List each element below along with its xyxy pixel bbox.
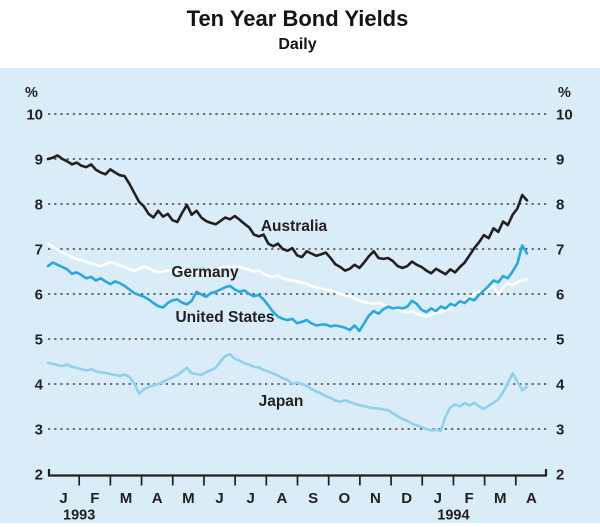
month-label-1: F <box>90 490 99 507</box>
month-label-12: J <box>434 490 442 507</box>
line-united-states <box>46 244 529 333</box>
year-labels: 1993 1994 <box>63 508 470 524</box>
month-label-10: N <box>370 490 381 507</box>
x-axis <box>47 469 548 486</box>
y-label-left-4: 4 <box>35 377 44 394</box>
label-united-states: United States <box>175 309 274 326</box>
label-germany: Germany <box>171 264 239 281</box>
label-australia: Australia <box>261 218 328 235</box>
y-axis-labels-left: 10 9 8 7 6 5 4 3 2 <box>26 107 43 484</box>
y-label-right-7: 7 <box>556 242 564 259</box>
month-label-8: S <box>308 490 318 507</box>
year-label-1993: 1993 <box>63 508 95 524</box>
y-label-left-9: 9 <box>35 152 43 169</box>
month-label-9: O <box>338 490 350 507</box>
y-axis-unit-right: % <box>558 85 571 101</box>
month-label-3: A <box>152 490 163 507</box>
y-label-left-10: 10 <box>26 107 43 124</box>
line-australia <box>46 154 529 276</box>
plot-background <box>0 68 600 523</box>
year-label-1994: 1994 <box>437 508 469 524</box>
line-japan <box>46 352 529 433</box>
chart-title: Ten Year Bond Yields <box>186 6 409 31</box>
y-label-right-3: 3 <box>556 422 564 439</box>
month-label-7: A <box>276 490 287 507</box>
chart-subtitle: Daily <box>278 36 317 53</box>
y-label-right-2: 2 <box>556 467 564 484</box>
y-label-right-5: 5 <box>556 332 564 349</box>
y-label-left-2: 2 <box>35 467 43 484</box>
y-label-right-6: 6 <box>556 287 564 304</box>
month-label-14: M <box>494 490 507 507</box>
y-axis-labels-right: 10 9 8 7 6 5 4 3 2 <box>556 107 573 484</box>
month-label-13: F <box>464 490 473 507</box>
y-label-left-6: 6 <box>35 287 43 304</box>
month-label-6: J <box>247 490 255 507</box>
month-label-15: A <box>526 490 537 507</box>
y-label-left-3: 3 <box>35 422 43 439</box>
month-label-5: J <box>215 490 223 507</box>
line-germany <box>46 242 529 318</box>
y-axis-unit-left: % <box>25 85 38 101</box>
month-label-11: D <box>401 490 412 507</box>
label-japan: Japan <box>259 393 304 410</box>
month-label-0: J <box>59 490 67 507</box>
month-label-2: M <box>120 490 133 507</box>
y-label-right-8: 8 <box>556 197 564 214</box>
y-label-right-9: 9 <box>556 152 564 169</box>
y-label-left-7: 7 <box>35 242 43 259</box>
y-label-right-10: 10 <box>556 107 573 124</box>
y-label-left-8: 8 <box>35 197 43 214</box>
y-label-left-5: 5 <box>35 332 43 349</box>
month-label-4: M <box>182 490 195 507</box>
series-lines <box>46 154 529 433</box>
y-label-right-4: 4 <box>556 377 565 394</box>
series-labels: Germany United States Japan Australia <box>171 218 327 410</box>
